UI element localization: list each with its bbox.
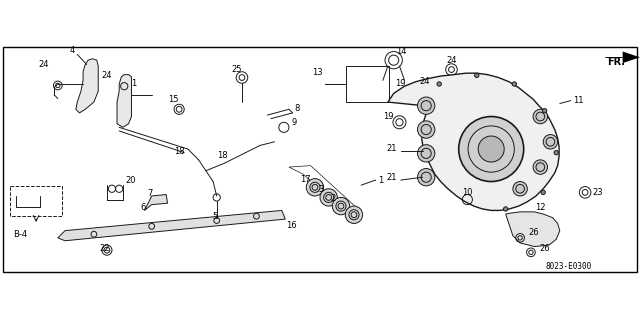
Text: 8023-E0300: 8023-E0300	[545, 262, 591, 271]
Polygon shape	[145, 195, 168, 211]
Text: 2: 2	[331, 194, 336, 203]
Text: 13: 13	[312, 68, 323, 77]
Polygon shape	[506, 212, 560, 247]
Circle shape	[417, 168, 435, 186]
Text: 12: 12	[535, 203, 545, 212]
Polygon shape	[58, 211, 285, 241]
Circle shape	[513, 182, 527, 196]
Text: 20: 20	[125, 175, 136, 185]
Text: 24: 24	[446, 56, 457, 65]
Text: 6: 6	[140, 204, 146, 212]
Circle shape	[475, 73, 479, 78]
Text: 22: 22	[99, 244, 110, 253]
Circle shape	[332, 197, 349, 215]
Text: 21: 21	[387, 173, 397, 182]
Text: 1: 1	[378, 175, 383, 185]
Text: 8: 8	[294, 104, 300, 114]
Circle shape	[554, 151, 558, 155]
Circle shape	[504, 207, 508, 211]
Text: 19: 19	[396, 79, 406, 88]
Polygon shape	[117, 75, 131, 127]
Circle shape	[478, 136, 504, 162]
Circle shape	[417, 97, 435, 114]
Text: 14: 14	[396, 48, 406, 56]
Text: 24: 24	[419, 77, 430, 86]
Text: 26: 26	[529, 228, 540, 237]
Polygon shape	[388, 73, 559, 211]
Bar	[346, 66, 389, 102]
Circle shape	[320, 189, 337, 206]
Text: 10: 10	[462, 189, 472, 197]
Circle shape	[459, 116, 524, 182]
Text: 21: 21	[387, 144, 397, 153]
Text: B-4: B-4	[13, 230, 27, 239]
Text: 1: 1	[131, 79, 136, 88]
Text: 11: 11	[573, 96, 583, 105]
Text: 18: 18	[174, 147, 185, 156]
Circle shape	[512, 82, 516, 86]
Text: 24: 24	[102, 70, 112, 79]
Polygon shape	[76, 59, 98, 113]
Text: 4: 4	[70, 46, 75, 55]
Text: 26: 26	[540, 244, 550, 253]
Text: 9: 9	[291, 118, 296, 127]
Text: 25: 25	[232, 65, 242, 74]
Text: 18: 18	[217, 151, 227, 160]
Polygon shape	[623, 51, 640, 63]
Circle shape	[417, 121, 435, 138]
Circle shape	[533, 109, 548, 124]
Circle shape	[533, 160, 548, 174]
Text: FR.: FR.	[607, 57, 625, 67]
Circle shape	[417, 145, 435, 162]
Text: 16: 16	[286, 221, 296, 231]
Text: 19: 19	[383, 112, 394, 122]
Circle shape	[346, 206, 363, 223]
Circle shape	[543, 135, 557, 149]
Circle shape	[541, 190, 545, 195]
Text: 24: 24	[38, 60, 49, 70]
Text: 3: 3	[318, 185, 324, 194]
Circle shape	[307, 179, 324, 196]
Text: 7: 7	[148, 189, 153, 198]
Text: 23: 23	[593, 188, 603, 197]
Text: 5: 5	[212, 212, 218, 221]
Text: 17: 17	[300, 175, 310, 184]
Circle shape	[543, 108, 547, 113]
Circle shape	[437, 82, 442, 86]
Text: 15: 15	[168, 95, 179, 104]
